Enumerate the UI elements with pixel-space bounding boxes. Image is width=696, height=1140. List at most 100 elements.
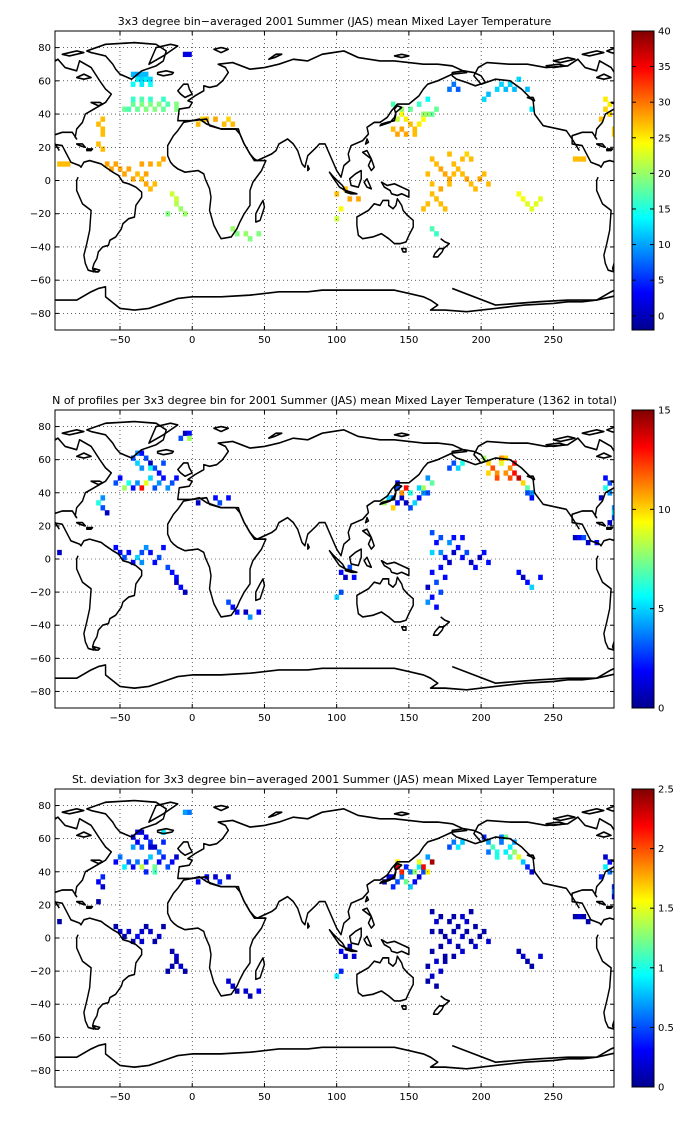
x-tick-label: −50 <box>109 1092 130 1103</box>
bin-cell <box>139 844 145 850</box>
bin-cell <box>104 161 110 167</box>
bin-cell <box>139 161 145 167</box>
colorbar-tick-label: 15 <box>658 406 671 417</box>
bin-cell <box>438 913 444 920</box>
bin-cell <box>481 928 487 935</box>
bin-cell <box>429 549 435 556</box>
bin-cell <box>429 594 435 600</box>
bin-cell <box>611 505 614 511</box>
bin-cell <box>447 151 452 157</box>
bin-cell <box>148 475 153 481</box>
bin-cell <box>525 958 530 964</box>
bin-cell <box>525 201 530 207</box>
bin-cell <box>577 534 582 541</box>
bin-cell <box>503 849 509 855</box>
bin-cell <box>178 206 184 212</box>
bin-cell <box>139 101 145 107</box>
bin-cell <box>343 953 348 959</box>
bin-cell <box>113 923 119 930</box>
bin-cell <box>96 899 101 905</box>
bin-cell <box>100 505 106 511</box>
bin-cell <box>174 958 179 964</box>
bin-cell <box>451 953 457 959</box>
bin-cell <box>520 574 526 580</box>
bin-cell <box>499 81 504 87</box>
bin-cell <box>438 186 444 192</box>
colorbar-tick-label: 0 <box>658 704 664 715</box>
bin-cell <box>434 918 439 925</box>
bin-cell <box>512 849 517 855</box>
bin-cell <box>395 116 400 122</box>
bin-cell <box>338 589 344 595</box>
bin-cell <box>135 480 140 486</box>
bin-cell <box>416 859 422 865</box>
bin-cell <box>122 485 127 491</box>
bin-cell <box>425 475 431 481</box>
bin-cell <box>425 201 431 207</box>
x-tick-label: 150 <box>399 713 418 724</box>
bin-cell <box>161 96 166 102</box>
bin-cell <box>130 485 136 491</box>
y-tick-label: 80 <box>38 422 51 433</box>
bin-cell <box>507 475 513 481</box>
bin-cell <box>230 226 236 232</box>
data-cells <box>57 51 614 242</box>
y-tick-label: 20 <box>38 900 51 911</box>
bin-cell <box>143 171 149 177</box>
bin-cell <box>135 839 140 845</box>
colorbar-tick-label: 1 <box>658 963 664 974</box>
bin-cell <box>603 475 608 481</box>
bin-cell <box>165 864 171 870</box>
bin-cell <box>455 943 461 950</box>
bin-cell <box>139 81 145 87</box>
y-tick-label: 40 <box>38 110 51 121</box>
bin-cell <box>421 206 426 212</box>
bin-cell <box>165 101 171 107</box>
bin-cell <box>477 554 483 561</box>
bin-cell <box>512 86 517 92</box>
bin-cell <box>182 430 188 436</box>
bin-cell <box>143 181 149 187</box>
bin-cell <box>416 495 422 501</box>
bin-cell <box>182 589 188 595</box>
bin-cell <box>178 584 184 590</box>
bin-cell <box>464 549 470 556</box>
bin-cell <box>122 171 127 177</box>
bin-cell <box>256 609 262 615</box>
bin-cell <box>473 943 478 950</box>
bin-cell <box>425 584 431 590</box>
bin-cell <box>390 505 396 511</box>
bin-cell <box>603 106 608 112</box>
chart-title: 3x3 degree bin−averaged 2001 Summer (JAS… <box>118 15 552 28</box>
bin-cell <box>447 465 452 471</box>
x-tick-label: 50 <box>258 1092 271 1103</box>
bin-cell <box>455 844 461 850</box>
bin-cell <box>182 51 188 58</box>
bin-cell <box>226 874 231 880</box>
x-tick-label: −50 <box>109 713 130 724</box>
bin-cell <box>477 176 483 182</box>
bin-cell <box>152 465 158 471</box>
bin-cell <box>213 874 218 880</box>
bin-cell <box>421 485 426 491</box>
x-tick-label: 0 <box>189 335 195 346</box>
bin-cell <box>256 231 262 237</box>
bin-cell <box>100 131 106 137</box>
bin-cell <box>122 864 127 870</box>
bin-cell <box>135 106 140 112</box>
bin-cell <box>139 71 145 77</box>
bin-cell <box>538 196 543 202</box>
bin-cell <box>174 101 179 107</box>
data-cells <box>57 430 614 620</box>
y-tick-label: −80 <box>30 309 51 320</box>
bin-cell <box>429 909 435 915</box>
bin-cell <box>96 141 101 147</box>
bin-cell <box>486 559 491 566</box>
bin-cell <box>143 544 149 551</box>
bin-cell <box>572 156 578 162</box>
bin-cell <box>230 121 236 127</box>
bin-cell <box>451 839 457 845</box>
bin-cell <box>460 839 465 845</box>
bin-cell <box>395 864 400 870</box>
bin-cell <box>438 564 444 571</box>
